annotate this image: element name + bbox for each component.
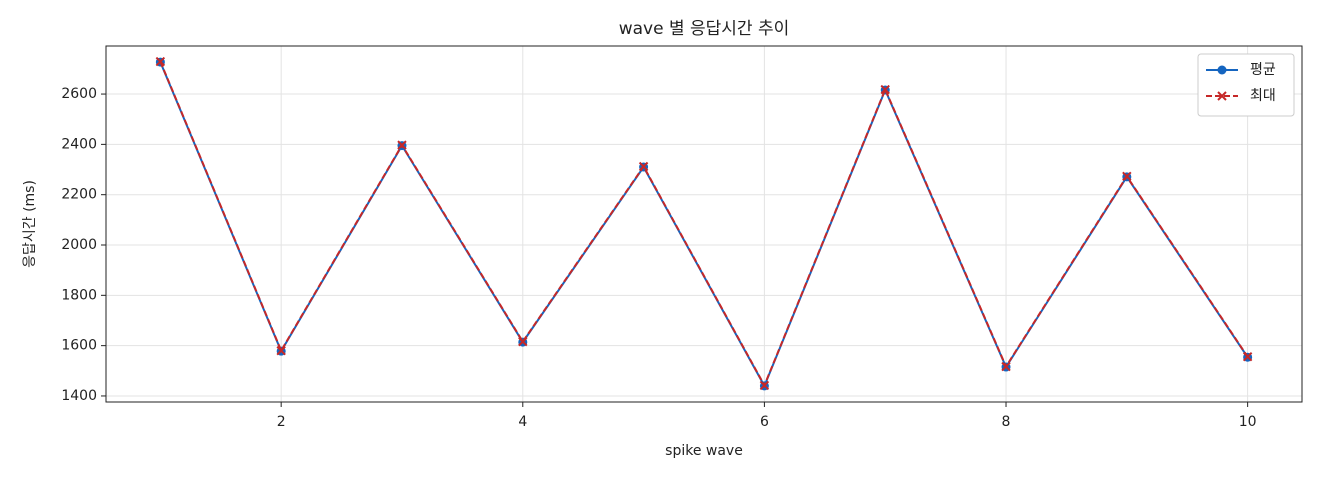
legend-label: 평균 xyxy=(1250,62,1276,78)
marker xyxy=(638,161,649,172)
marker xyxy=(1242,352,1253,362)
y-tick-label: 1800 xyxy=(61,287,97,303)
y-tick-label: 2600 xyxy=(61,86,97,102)
y-tick-label: 2000 xyxy=(61,237,97,253)
marker xyxy=(276,345,286,356)
x-axis-label: spike wave xyxy=(665,443,743,459)
legend-box xyxy=(1197,53,1295,117)
chart-title: wave 별 응답시간 추이 xyxy=(619,19,790,39)
marker xyxy=(759,380,770,391)
line xyxy=(159,61,1249,388)
legend-marker xyxy=(1217,65,1227,75)
plot-frame xyxy=(105,45,1303,403)
x-tick-label: 8 xyxy=(1002,414,1011,430)
marker xyxy=(155,56,166,67)
y-tick-label: 2200 xyxy=(61,187,97,203)
marker xyxy=(880,84,890,95)
y-tick-label: 1400 xyxy=(61,388,97,404)
marker xyxy=(1122,171,1132,182)
x-tick-label: 6 xyxy=(760,414,769,430)
x-tick-label: 2 xyxy=(277,414,286,430)
y-tick-label: 2400 xyxy=(61,136,97,152)
legend-marker xyxy=(1217,91,1227,101)
y-tick-label: 1600 xyxy=(61,338,97,354)
y-axis-label: 응답시간 (ms) xyxy=(22,180,38,268)
x-tick-label: 10 xyxy=(1239,414,1257,430)
marker xyxy=(518,336,528,347)
legend-label: 최대 xyxy=(1250,88,1276,104)
series xyxy=(155,56,1253,391)
marker xyxy=(1001,361,1011,372)
marker xyxy=(397,140,407,150)
x-tick-label: 4 xyxy=(518,414,527,430)
